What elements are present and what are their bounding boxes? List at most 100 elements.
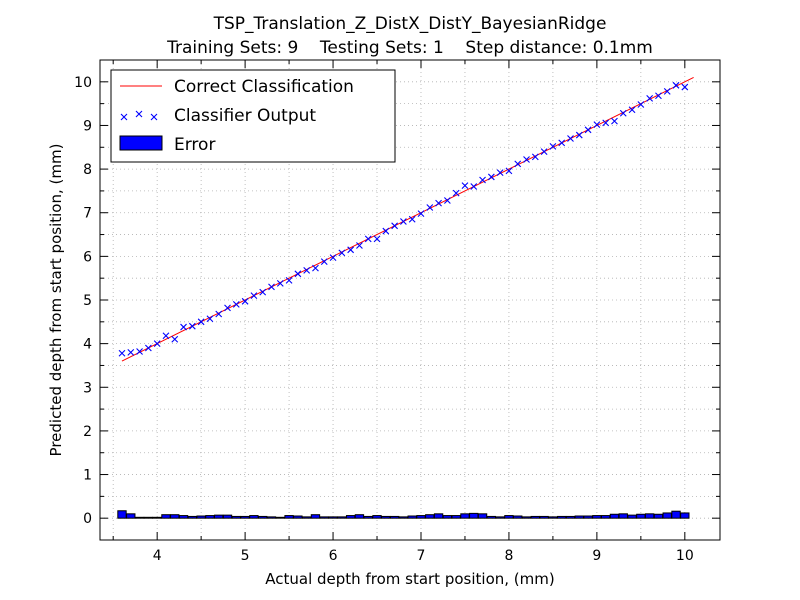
classifier-output-point	[320, 258, 328, 265]
legend-entry-classifier-output: Classifier Output	[174, 106, 316, 126]
classifier-output-point	[232, 300, 240, 308]
error-bar	[143, 516, 154, 519]
classifier-output-point	[443, 197, 451, 204]
error-bar	[618, 513, 628, 519]
error-bars	[117, 510, 690, 519]
y-tick-label: 3	[83, 380, 92, 396]
legend-x-marker	[120, 113, 128, 121]
classifier-output-point	[259, 288, 267, 296]
error-bar	[662, 512, 672, 519]
error-bar	[644, 513, 655, 519]
y-tick-label: 7	[83, 206, 92, 222]
error-bar	[117, 510, 127, 519]
error-bar	[126, 513, 136, 519]
classifier-output-point	[417, 210, 425, 217]
chart-subtitle: Training Sets: 9 Testing Sets: 1 Step di…	[166, 38, 653, 58]
classifier-output-point	[180, 323, 187, 331]
x-tick-label: 4	[153, 548, 162, 564]
error-bar	[389, 515, 400, 519]
error-bar	[196, 515, 206, 519]
classifier-output-point	[611, 117, 618, 125]
error-bar	[328, 516, 338, 519]
error-bar	[134, 516, 145, 519]
classifier-output-point	[144, 344, 152, 352]
error-bar	[258, 515, 268, 519]
error-bar	[293, 515, 303, 519]
classifier-output-point	[171, 335, 179, 343]
x-tick-label: 8	[504, 548, 513, 564]
classifier-output-point	[628, 106, 636, 114]
error-bar	[416, 515, 426, 519]
error-bar	[486, 515, 497, 519]
classifier-output-point	[215, 310, 223, 318]
classifier-output-point	[505, 167, 513, 175]
error-bar	[354, 514, 365, 519]
classifier-output-point	[329, 254, 337, 262]
classifier-output-point	[470, 183, 478, 190]
chart-title: TSP_Translation_Z_DistX_DistY_BayesianRi…	[213, 14, 607, 34]
error-bar	[530, 515, 540, 519]
classifier-output-point	[408, 215, 416, 223]
legend-x-marker	[135, 110, 143, 118]
error-bar	[407, 515, 417, 519]
classifier-output-point	[523, 156, 530, 163]
x-tick-label: 7	[417, 548, 426, 564]
classifier-output-point	[487, 173, 495, 181]
error-bar	[214, 514, 224, 519]
error-bar	[609, 513, 620, 519]
x-tick-label: 5	[241, 548, 250, 564]
classifier-output-point	[531, 153, 539, 161]
error-bar	[442, 515, 453, 519]
legend-entry-error: Error	[174, 135, 215, 155]
classifier-output-point	[646, 95, 654, 102]
legend-entry-correct-classification: Correct Classification	[174, 77, 354, 97]
classifier-output-point	[268, 283, 275, 291]
classifier-output-point	[382, 227, 390, 235]
y-tick-label: 2	[83, 424, 92, 440]
error-bar	[398, 516, 409, 519]
y-tick-label: 6	[83, 249, 92, 265]
classifier-output-point	[452, 189, 460, 197]
classifier-output-point	[575, 131, 583, 139]
classifier-output-point	[549, 143, 557, 150]
y-tick-label: 4	[83, 337, 92, 353]
x-tick-label: 9	[592, 548, 601, 564]
classifier-output-point	[250, 292, 258, 300]
y-tick-label: 5	[83, 293, 92, 309]
classifier-output-point	[276, 280, 284, 287]
error-bar	[513, 515, 523, 519]
error-bar	[460, 513, 470, 519]
classifier-output-point	[514, 160, 522, 168]
y-axis-label: Predicted depth from start position, (mm…	[47, 144, 65, 457]
error-bar	[205, 515, 215, 519]
error-bar	[187, 515, 198, 519]
error-bar	[557, 515, 567, 519]
error-bar	[161, 514, 171, 519]
legend-marker-swatch	[120, 110, 158, 121]
classifier-output-point	[496, 169, 504, 176]
legend: Correct Classification Classifier Output…	[110, 69, 396, 163]
error-bar	[178, 515, 189, 519]
classifier-output-point	[338, 249, 346, 257]
classifier-output-point	[197, 318, 205, 326]
error-bar	[600, 515, 611, 519]
classifier-output-point	[479, 176, 486, 184]
error-bar	[521, 516, 532, 519]
x-tick-label: 10	[676, 548, 694, 564]
error-bar	[381, 515, 391, 519]
classifier-output-point	[663, 88, 671, 95]
classifier-output-point	[461, 182, 469, 190]
classifier-output-point	[356, 242, 363, 249]
y-tick-label: 8	[83, 162, 92, 178]
classifier-output-point	[347, 246, 355, 254]
error-bar	[240, 515, 250, 519]
y-tick-label: 10	[74, 75, 92, 91]
classifier-output-point	[391, 222, 398, 230]
classifier-output-point	[364, 235, 372, 243]
classifier-output-point	[294, 270, 302, 278]
error-bar	[170, 514, 180, 519]
classifier-output-point	[681, 83, 689, 91]
error-bar	[627, 514, 637, 519]
error-bar	[425, 514, 435, 519]
